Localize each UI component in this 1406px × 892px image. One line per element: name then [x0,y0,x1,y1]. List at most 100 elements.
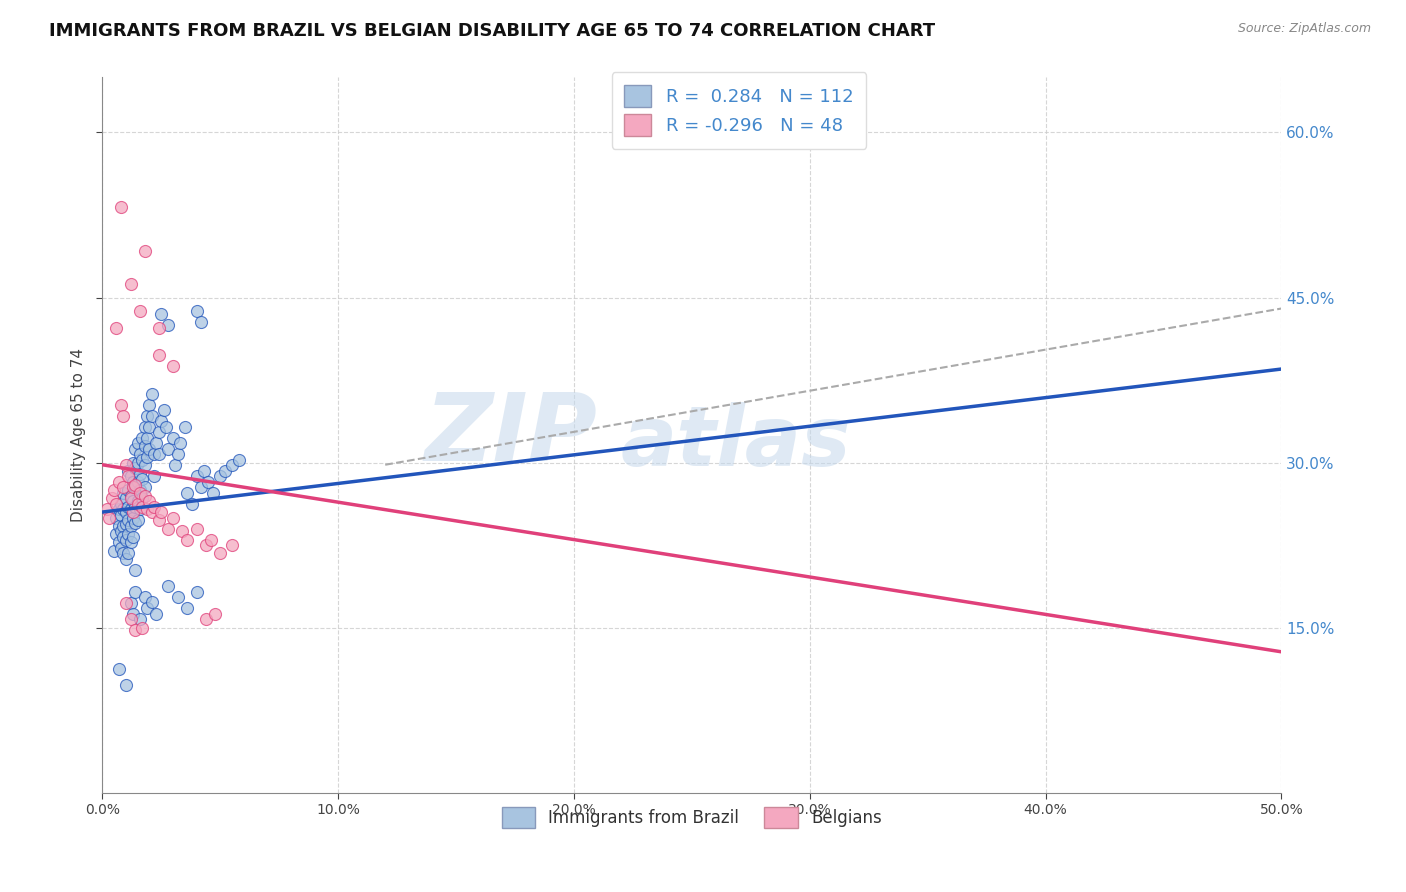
Point [103,543,125,558]
Point [112,519,135,533]
Point [112,409,135,424]
Point [117,513,139,527]
Point [157,318,180,332]
Point [120,534,142,549]
Point [107,519,129,533]
Text: Source: ZipAtlas.com: Source: ZipAtlas.com [1237,22,1371,36]
Point [131,491,153,505]
Text: IMMIGRANTS FROM BRAZIL VS BELGIAN DISABILITY AGE 65 TO 74 CORRELATION CHART: IMMIGRANTS FROM BRAZIL VS BELGIAN DISABI… [49,22,935,40]
Point [105,497,128,511]
Point [165,458,187,472]
Point [117,527,139,541]
Point [148,513,170,527]
Point [129,303,152,318]
Point [124,516,146,530]
Point [120,489,142,503]
Point [117,546,139,560]
Point [143,500,166,514]
Point [204,607,226,622]
Point [193,464,215,478]
Point [127,513,149,527]
Point [127,435,149,450]
Point [114,552,136,566]
Point [176,486,198,500]
Point [134,244,156,259]
Point [124,623,146,637]
Point [136,450,159,464]
Point [131,621,153,635]
Point [150,414,173,428]
Point [134,480,156,494]
Point [176,533,198,547]
Point [157,442,180,457]
Point [117,483,139,497]
Point [127,475,149,490]
Point [138,398,160,412]
Point [152,402,174,417]
Point [141,387,163,401]
Point [131,472,153,486]
Point [136,501,159,516]
Point [134,489,156,503]
Point [134,439,156,453]
Legend: Immigrants from Brazil, Belgians: Immigrants from Brazil, Belgians [495,801,889,834]
Point [202,486,225,500]
Point [107,501,129,516]
Point [150,505,173,519]
Point [129,501,152,516]
Point [127,494,149,508]
Point [129,612,152,626]
Point [145,607,167,622]
Point [114,533,136,547]
Point [122,530,145,544]
Point [124,461,146,475]
Text: atlas: atlas [621,401,852,483]
Point [120,491,142,505]
Point [114,517,136,532]
Point [120,501,142,516]
Point [124,500,146,514]
Point [122,494,145,508]
Point [122,607,145,622]
Point [120,612,142,626]
Point [107,475,129,490]
Point [228,453,250,467]
Point [131,453,153,467]
Point [195,612,218,626]
Point [129,447,152,461]
Point [107,534,129,549]
Point [148,321,170,335]
Point [148,447,170,461]
Point [131,431,153,445]
Point [190,315,212,329]
Point [107,662,129,676]
Point [114,491,136,505]
Point [180,497,202,511]
Point [186,468,208,483]
Point [124,563,146,577]
Point [112,486,135,500]
Point [124,442,146,457]
Point [117,464,139,478]
Point [162,431,184,445]
Point [120,468,142,483]
Point [136,409,159,424]
Point [169,435,191,450]
Point [120,519,142,533]
Point [166,590,188,604]
Point [112,501,135,516]
Point [134,458,156,472]
Point [110,497,132,511]
Point [110,524,132,538]
Point [98,510,121,524]
Point [124,480,146,494]
Point [122,475,145,490]
Point [114,458,136,472]
Point [221,458,243,472]
Point [110,398,132,412]
Point [112,530,135,544]
Text: ZIP: ZIP [425,389,598,481]
Point [105,527,128,541]
Point [110,200,132,214]
Point [221,538,243,552]
